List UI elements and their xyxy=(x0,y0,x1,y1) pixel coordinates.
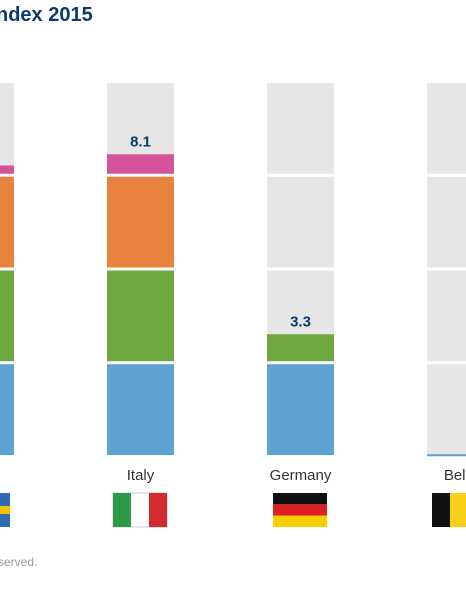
germany-flag-icon xyxy=(273,493,327,505)
italy-flag-red xyxy=(149,493,167,527)
belgium-flag-icon xyxy=(432,493,450,527)
flags-layer xyxy=(0,492,466,528)
bar-background-segment xyxy=(427,364,466,455)
category-label: Italy xyxy=(127,467,155,484)
value-label: 8.1 xyxy=(130,133,151,150)
category-label: Germany xyxy=(270,467,332,484)
bar-background-segment xyxy=(427,270,466,362)
bar-segment xyxy=(0,176,14,268)
bar-segment xyxy=(107,364,174,455)
bar-background-segment xyxy=(0,83,14,174)
bars-layer xyxy=(0,83,466,457)
bar-background-segment xyxy=(267,83,334,174)
germany-flag-red xyxy=(273,504,327,516)
bar-background-segment xyxy=(427,83,466,174)
bar-segment xyxy=(0,364,14,455)
chart-title: ndex 2015 xyxy=(0,4,93,26)
bar-segment xyxy=(0,165,14,174)
bar-segment xyxy=(0,270,14,362)
bar-segment xyxy=(107,270,174,362)
bar-segment xyxy=(427,454,466,457)
bar-segment xyxy=(267,364,334,455)
bar-segment xyxy=(107,154,174,174)
bar-background-segment xyxy=(427,176,466,268)
value-label: 3.3 xyxy=(290,313,311,330)
sweden-flag-cross-h xyxy=(0,506,10,514)
bar-segment xyxy=(267,334,334,362)
italy-flag-green xyxy=(113,493,131,527)
germany-flag-gold xyxy=(273,515,327,527)
bar-segment xyxy=(107,176,174,268)
belgium-flag-yellow xyxy=(450,493,466,527)
category-label: Belgi xyxy=(444,467,466,484)
copyright-footer: served. xyxy=(0,555,38,569)
bar-background-segment xyxy=(267,176,334,268)
